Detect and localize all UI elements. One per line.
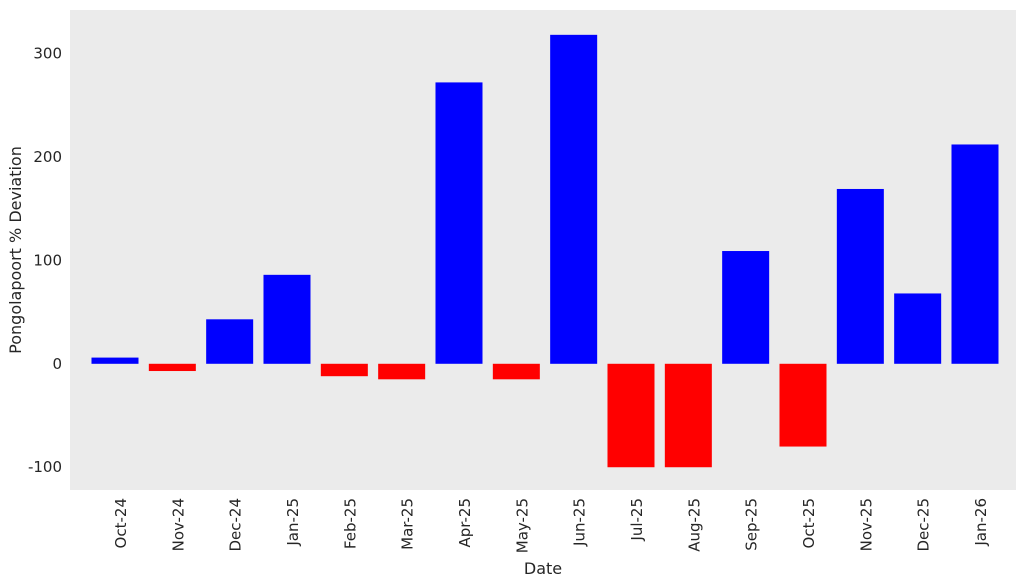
bar-nov-24 <box>148 363 196 372</box>
x-tick-label: Feb-25 <box>341 498 359 549</box>
x-tick-label: Dec-24 <box>227 498 245 552</box>
bar-mar-25 <box>378 363 426 380</box>
bar-nov-25 <box>836 188 884 364</box>
bar-sep-25 <box>722 251 770 364</box>
x-tick-label: Oct-25 <box>800 498 818 548</box>
x-tick-label: Jul-25 <box>628 498 646 542</box>
bar-jul-25 <box>607 363 655 468</box>
x-axis-label: Date <box>524 559 562 578</box>
bar-apr-25 <box>435 82 483 364</box>
bar-jan-26 <box>951 144 999 364</box>
bar-may-25 <box>492 363 540 380</box>
x-tick-label: Jun-25 <box>571 498 589 547</box>
y-tick-label: 100 <box>33 251 62 269</box>
bar-jun-25 <box>550 34 598 364</box>
x-tick-label: Jan-25 <box>284 498 302 547</box>
x-tick-label: Nov-25 <box>857 498 875 551</box>
y-tick-label: 0 <box>52 355 62 373</box>
y-tick-label: 300 <box>33 44 62 62</box>
x-tick-label: Mar-25 <box>399 498 417 550</box>
y-tick-label: 200 <box>33 148 62 166</box>
x-tick-label: Jan-26 <box>972 498 990 547</box>
bar-dec-24 <box>206 319 254 364</box>
x-tick-label: Sep-25 <box>743 498 761 551</box>
bar-feb-25 <box>320 363 368 377</box>
x-tick-label: Oct-24 <box>112 498 130 548</box>
bar-oct-25 <box>779 363 827 447</box>
bar-jan-25 <box>263 274 311 364</box>
bar-aug-25 <box>664 363 712 468</box>
bar-oct-24 <box>91 357 139 364</box>
x-tick-label: Nov-24 <box>169 498 187 551</box>
x-tick-label: Apr-25 <box>456 498 474 548</box>
bars-group <box>91 34 999 468</box>
x-tick-label: Dec-25 <box>915 498 933 552</box>
x-axis: Oct-24 Nov-24 Dec-24 Jan-25 Feb-25 Mar-25 Apr-… <box>112 498 990 553</box>
x-tick-label: May-25 <box>513 498 531 553</box>
y-tick-label: -100 <box>28 458 62 476</box>
y-axis: -100 0 100 200 300 <box>28 44 62 476</box>
x-tick-label: Aug-25 <box>685 498 703 552</box>
y-axis-label: Pongolapoort % Deviation <box>6 146 25 354</box>
bar-dec-25 <box>894 293 942 364</box>
